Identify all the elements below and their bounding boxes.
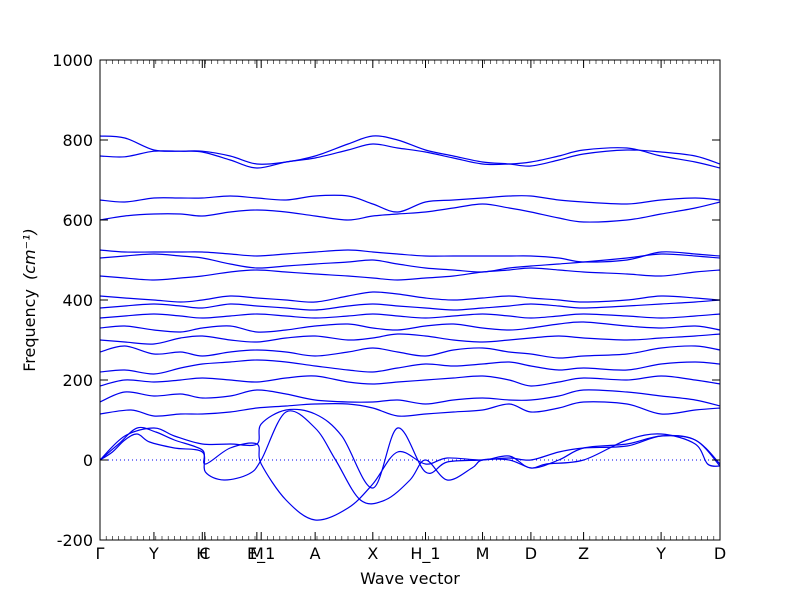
x-tick-label-4: M bbox=[250, 544, 264, 563]
x-tick-label-8: H_1 bbox=[410, 544, 440, 564]
band-line-7 bbox=[99, 359, 721, 375]
band-line-6 bbox=[99, 375, 721, 387]
x-tick-layer: Γ Y HC ME_1 A X H_1 M D Z Y D bbox=[96, 60, 726, 564]
y-tick-label-3: 400 bbox=[62, 291, 93, 310]
x-tick-label-10: D bbox=[525, 544, 537, 563]
band-line-11 bbox=[99, 313, 721, 319]
band-line-12 bbox=[99, 299, 721, 311]
x-tick-label-9: M bbox=[476, 544, 490, 563]
band-line-5 bbox=[99, 389, 721, 407]
band-line-15 bbox=[99, 253, 721, 273]
band-line-14 bbox=[99, 267, 721, 281]
band-line-16 bbox=[99, 249, 721, 263]
band-line-4 bbox=[99, 401, 721, 417]
band-line-13 bbox=[99, 291, 721, 303]
x-tick-label-3: C bbox=[199, 544, 210, 563]
y-tick-label-0: -200 bbox=[57, 531, 93, 550]
series-layer bbox=[99, 135, 721, 521]
y-axis-title-text: Frequency bbox=[20, 289, 39, 372]
x-tick-label-6: A bbox=[310, 544, 321, 563]
x-tick-label-13: D bbox=[714, 544, 726, 563]
y-tick-layer: -200 0 200 400 600 800 1000 bbox=[52, 51, 720, 550]
x-tick-label-5: E_1 bbox=[247, 544, 275, 564]
x-tick-label-0: Γ bbox=[96, 544, 105, 563]
band-line-1 bbox=[99, 410, 721, 505]
band-line-3 bbox=[99, 408, 721, 489]
x-tick-label-12: Y bbox=[655, 544, 666, 563]
plot-frame bbox=[99, 59, 721, 541]
y-tick-label-5: 800 bbox=[62, 131, 93, 150]
y-tick-label-2: 200 bbox=[62, 371, 93, 390]
x-tick-label-11: Z bbox=[578, 544, 589, 563]
band-line-17 bbox=[99, 201, 721, 223]
y-tick-label-1: 0 bbox=[83, 451, 93, 470]
x-tick-label-1: Y bbox=[148, 544, 159, 563]
x-tick-label-7: X bbox=[367, 544, 378, 563]
band-line-18 bbox=[99, 194, 721, 213]
band-line-8 bbox=[99, 345, 721, 359]
band-line-20 bbox=[99, 135, 721, 169]
y-tick-label-4: 600 bbox=[62, 211, 93, 230]
x-axis-title: Wave vector bbox=[360, 569, 460, 588]
x-tick-label-2: H bbox=[196, 544, 208, 563]
y-tick-label-6: 1000 bbox=[52, 51, 93, 70]
y-axis-title: Frequency (cm⁻¹) bbox=[20, 228, 39, 371]
y-axis-title-unit: (cm⁻¹) bbox=[20, 228, 39, 280]
band-line-10 bbox=[99, 321, 721, 333]
band-line-9 bbox=[99, 333, 721, 345]
